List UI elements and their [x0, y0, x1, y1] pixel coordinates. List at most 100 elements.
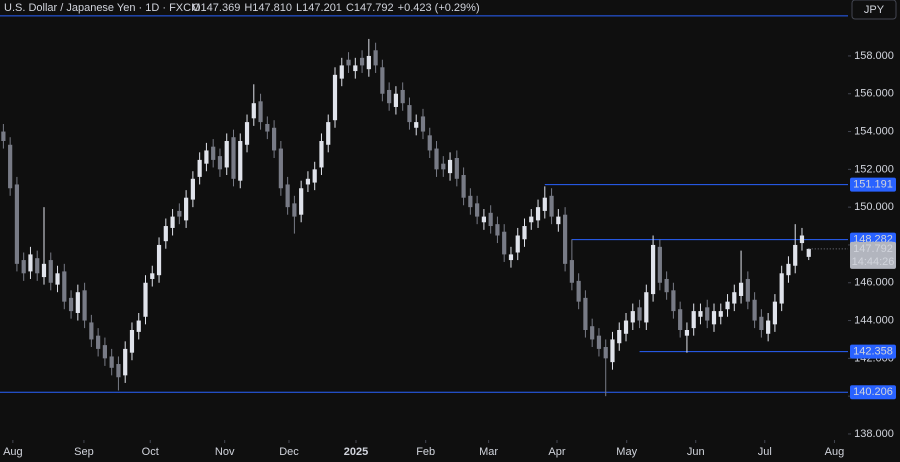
y-tick-label: 150.000 [854, 201, 894, 213]
candle-body [725, 301, 730, 310]
currency-button[interactable] [851, 0, 897, 20]
header-value: O147.369 [192, 2, 240, 14]
candle-body [711, 311, 717, 325]
candle-body [434, 148, 439, 170]
candle-body [299, 188, 304, 215]
candle-body [515, 235, 520, 253]
level-label: 142.358 [853, 345, 893, 357]
x-tick-label: Feb [416, 446, 435, 458]
candle-body [156, 244, 162, 276]
candle-body [786, 263, 791, 276]
candle-body [258, 101, 263, 123]
candle-body [123, 348, 128, 376]
candle-body [650, 244, 656, 295]
candle-body [48, 260, 53, 283]
candle-body [292, 203, 297, 217]
y-tick-label: 138.000 [854, 428, 894, 440]
candle-body [637, 307, 642, 321]
y-tick-label: 146.000 [854, 277, 894, 289]
symbol-title: U.S. Dollar / Japanese Yen · 1D · FXCM [4, 2, 200, 14]
candle-body [799, 235, 805, 244]
header-value: C147.792 [346, 2, 394, 14]
x-tick-label: Aug [825, 446, 845, 458]
candle-body [590, 326, 595, 340]
candle-body [400, 89, 405, 104]
candle-body [150, 273, 155, 279]
candle-body [28, 254, 33, 272]
candle-body [271, 127, 277, 151]
x-tick-label: Jun [687, 446, 705, 458]
currency-label: JPY [864, 4, 885, 16]
y-tick-label: 152.000 [854, 163, 894, 175]
candle-body [238, 140, 243, 181]
candle-body [678, 309, 683, 330]
candle-body [718, 311, 723, 317]
y-tick-label: 154.000 [854, 125, 894, 137]
candle-body [82, 290, 87, 321]
candle-body [657, 246, 662, 283]
header-change: +0.423 (+0.29%) [398, 2, 480, 14]
candle-body [353, 65, 358, 72]
candle-body [644, 292, 649, 323]
candle-body [583, 297, 588, 330]
candle-body [447, 159, 453, 174]
x-tick-label: Dec [279, 446, 299, 458]
candle-body [705, 307, 710, 321]
candle-body [136, 320, 141, 332]
candle-body [129, 330, 135, 353]
candle-body [630, 311, 635, 323]
price-label-bg [850, 241, 896, 269]
candle-body [461, 175, 466, 198]
candle-body [366, 55, 371, 70]
candle-body [116, 364, 121, 378]
candle-body [204, 150, 209, 164]
candle-body [556, 216, 561, 225]
candle-body [346, 59, 351, 66]
candle-body [475, 203, 480, 217]
candle-body [793, 244, 798, 266]
candle-body [529, 216, 534, 223]
x-tick-label: 2025 [344, 446, 368, 458]
candle-body [779, 273, 784, 304]
candle-body [359, 57, 365, 66]
candle-body [387, 89, 392, 104]
candle-body [224, 140, 229, 168]
candle-body [190, 178, 195, 200]
y-tick-label: 144.000 [854, 314, 894, 326]
candle-body [745, 278, 750, 302]
candle-body [454, 158, 459, 179]
level-label-bg [850, 385, 896, 400]
candle-body [617, 330, 622, 344]
candle-body [732, 292, 737, 304]
candle-body [217, 156, 223, 170]
candle-body [305, 178, 311, 185]
candle-body [766, 320, 771, 334]
candle-body [481, 216, 486, 223]
candle-body [8, 144, 13, 189]
candle-body [772, 301, 778, 325]
candle-body [109, 356, 114, 368]
candle-body [698, 311, 703, 317]
candle-body [62, 271, 67, 302]
candle-body [603, 347, 608, 359]
candle-body [102, 345, 107, 359]
candle-body [14, 184, 20, 264]
price-label: 147.792 [853, 243, 893, 255]
candle-body [563, 214, 568, 264]
candle-body [407, 105, 412, 123]
candle-body [549, 195, 554, 217]
candle-body [244, 122, 250, 145]
x-tick-label: Aug [3, 446, 23, 458]
candle-body [664, 278, 669, 293]
header-ohlc: O147.369 H147.810 L147.201 C147.792 +0.423 (… [192, 2, 480, 14]
x-tick-label: Nov [215, 446, 235, 458]
candle-body [380, 67, 385, 94]
candle-body [488, 212, 493, 227]
header-value: H147.810 [244, 2, 292, 14]
candle-body [393, 93, 399, 107]
candle-body [96, 335, 101, 349]
candle-body [75, 292, 80, 313]
